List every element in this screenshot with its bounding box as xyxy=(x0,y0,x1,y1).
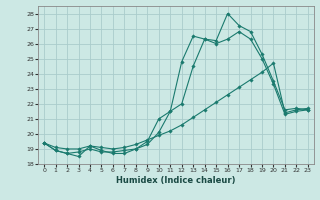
X-axis label: Humidex (Indice chaleur): Humidex (Indice chaleur) xyxy=(116,176,236,185)
